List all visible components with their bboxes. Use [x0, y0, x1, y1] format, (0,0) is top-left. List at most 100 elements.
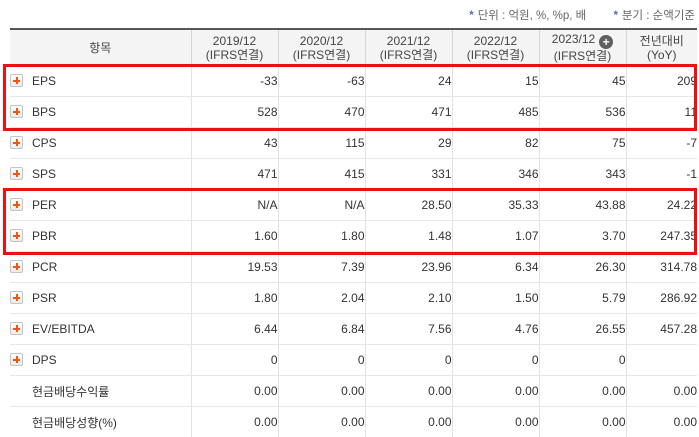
table-row: 현금배당성향(%) 0.00 0.00 0.00 0.00 0.00 0.00 [10, 406, 697, 437]
value-cell: 1.80 [190, 282, 278, 314]
unit-note-label: 단위 : 억원, %, %p, 배 [477, 10, 587, 22]
period-label: 2021/12 [386, 33, 431, 48]
expand-button[interactable] [10, 260, 23, 273]
value-cell: 6.84 [277, 313, 365, 345]
yoy-header-line2: (YoY) [646, 47, 677, 62]
accounting-standard-label: (IFRS연결) [379, 47, 438, 62]
plus-icon [15, 263, 18, 270]
metric-label-cell: PSR [10, 282, 191, 314]
table-row: PER N/A N/A 28.50 35.33 43.88 24.22 [10, 189, 697, 221]
metric-label-cell: EV/EBITDA [10, 313, 191, 345]
add-column-button[interactable]: + [599, 35, 614, 49]
value-cell: 1.50 [451, 282, 539, 314]
metric-label: SPS [32, 167, 57, 181]
accounting-standard-label: (IFRS연결) [292, 47, 351, 62]
metric-label: 현금배당수익률 [32, 384, 110, 399]
value-cell: 0.00 [364, 406, 452, 437]
period-line: 2022/12 [453, 34, 539, 48]
value-cell: 26.30 [538, 251, 626, 283]
plus-icon [15, 170, 18, 177]
item-column-header: 항목 [10, 28, 191, 66]
metric-label: DPS [32, 353, 57, 367]
value-cell: 0.00 [451, 406, 539, 437]
expand-button[interactable] [10, 198, 23, 211]
value-cell: 0 [451, 344, 539, 376]
period-label: 2022/12 [473, 33, 518, 48]
value-cell: 5.79 [538, 282, 626, 314]
value-cell: 470 [277, 96, 365, 128]
metric-label-cell: 현금배당성향(%) [10, 406, 191, 437]
value-cell: 43 [190, 127, 278, 159]
value-cell: 415 [277, 158, 365, 190]
expand-button[interactable] [10, 136, 23, 149]
value-cell: 35.33 [451, 189, 539, 221]
value-cell: 536 [538, 96, 626, 128]
plus-icon [15, 139, 18, 146]
value-cell: 1.07 [451, 220, 539, 252]
table-row: PBR 1.60 1.80 1.48 1.07 3.70 247.35 [10, 220, 697, 252]
yoy-cell: 457.28 [625, 313, 697, 345]
yoy-cell: 247.35 [625, 220, 697, 252]
expand-button[interactable] [10, 105, 23, 118]
table-row: PCR 19.53 7.39 23.96 6.34 26.30 314.78 [10, 251, 697, 283]
yoy-cell: 0.00 [625, 406, 697, 437]
metric-label: PBR [32, 229, 57, 243]
value-cell: 0.00 [451, 375, 539, 407]
period-column-header: 2020/12 (IFRS연결) [277, 28, 365, 66]
period-column-header: 2023/12 + (IFRS연결) [538, 28, 626, 66]
value-cell: 115 [277, 127, 365, 159]
value-cell: N/A [277, 189, 365, 221]
yoy-header-line1: 전년대비 [639, 33, 684, 48]
value-cell: 1.80 [277, 220, 365, 252]
value-cell: 82 [451, 127, 539, 159]
table-header: 항목 2019/12 (IFRS연결) 2020/12 (IFRS연결) 202… [10, 28, 697, 66]
value-cell: 75 [538, 127, 626, 159]
yoy-cell: -1 [625, 158, 697, 190]
value-cell: 1.60 [190, 220, 278, 252]
basis-note-label: 분기 : 순액기준 [621, 10, 695, 22]
value-cell: 346 [451, 158, 539, 190]
period-label: 2020/12 [299, 33, 344, 48]
value-cell: 0 [190, 344, 278, 376]
expand-button[interactable] [10, 229, 23, 242]
expand-button[interactable] [10, 74, 23, 87]
metric-label: PSR [32, 291, 57, 305]
metric-label-cell: BPS [10, 96, 191, 128]
value-cell: 0 [538, 344, 626, 376]
table-row: BPS 528 470 471 485 536 11 [10, 96, 697, 128]
header-row: 항목 2019/12 (IFRS연결) 2020/12 (IFRS연결) 202… [10, 28, 697, 66]
metric-label-cell: SPS [10, 158, 191, 190]
period-column-header: 2021/12 (IFRS연결) [364, 28, 452, 66]
value-cell: 471 [364, 96, 452, 128]
value-cell: 26.55 [538, 313, 626, 345]
table-row: 현금배당수익률 0.00 0.00 0.00 0.00 0.00 0.00 [10, 375, 697, 407]
period-line: 2019/12 [192, 34, 278, 48]
expand-button[interactable] [10, 353, 23, 366]
expand-button[interactable] [10, 167, 23, 180]
note-marker: * [613, 10, 618, 22]
value-cell: 28.50 [364, 189, 452, 221]
value-cell: N/A [190, 189, 278, 221]
plus-icon [15, 356, 18, 363]
value-cell: 0.00 [538, 406, 626, 437]
metric-label: EV/EBITDA [32, 322, 95, 336]
expand-button[interactable] [10, 322, 23, 335]
value-cell: 2.04 [277, 282, 365, 314]
metric-label: EPS [32, 74, 57, 88]
value-cell: 343 [538, 158, 626, 190]
value-cell: 0 [277, 344, 365, 376]
yoy-cell: 0.00 [625, 375, 697, 407]
metric-label-cell: EPS [10, 65, 191, 97]
value-cell: 4.76 [451, 313, 539, 345]
table-row: PSR 1.80 2.04 2.10 1.50 5.79 286.92 [10, 282, 697, 314]
expand-button[interactable] [10, 291, 23, 304]
metric-label: BPS [32, 105, 57, 119]
value-cell: 23.96 [364, 251, 452, 283]
yoy-cell [625, 344, 697, 376]
yoy-cell: 286.92 [625, 282, 697, 314]
accounting-standard-label: (IFRS연결) [466, 47, 525, 62]
value-cell: 1.48 [364, 220, 452, 252]
accounting-standard-label: (IFRS연결) [205, 47, 264, 62]
value-cell: 6.34 [451, 251, 539, 283]
metric-label: 현금배당성향(%) [32, 415, 117, 430]
